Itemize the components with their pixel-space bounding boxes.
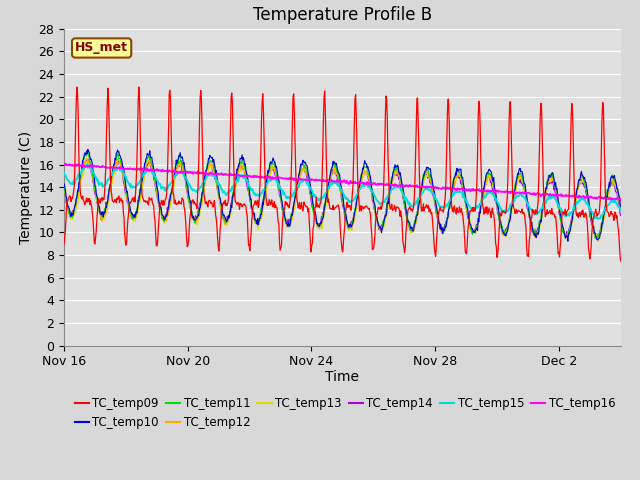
TC_temp12 bbox=[376, 226, 384, 231]
TC_temp12 bbox=[595, 239, 602, 244]
TC_temp11 bbox=[617, 205, 625, 211]
TC_temp14 bbox=[192, 213, 200, 219]
TC_temp09 bbox=[376, 206, 384, 212]
TC_temp13 bbox=[617, 204, 625, 210]
TC_temp09 bbox=[293, 196, 301, 202]
TC_temp11 bbox=[60, 186, 68, 192]
TC_temp11 bbox=[84, 149, 92, 155]
TC_temp13 bbox=[84, 157, 92, 163]
TC_temp15 bbox=[60, 170, 68, 176]
TC_temp12 bbox=[617, 206, 625, 212]
TC_temp16 bbox=[192, 170, 200, 176]
TC_temp12 bbox=[80, 162, 88, 168]
TC_temp09 bbox=[617, 258, 625, 264]
TC_temp16 bbox=[293, 177, 301, 182]
TC_temp13 bbox=[376, 228, 384, 233]
TC_temp15 bbox=[595, 216, 602, 222]
Line: TC_temp15: TC_temp15 bbox=[64, 165, 621, 219]
Line: TC_temp13: TC_temp13 bbox=[64, 160, 621, 240]
TC_temp14 bbox=[376, 226, 384, 231]
TC_temp14 bbox=[595, 234, 603, 240]
TC_temp13 bbox=[293, 192, 301, 198]
TC_temp14 bbox=[511, 191, 518, 196]
TC_temp16 bbox=[617, 197, 625, 203]
TC_temp15 bbox=[376, 201, 384, 207]
Text: HS_met: HS_met bbox=[75, 41, 128, 54]
TC_temp10 bbox=[293, 187, 301, 192]
TC_temp13 bbox=[192, 220, 200, 226]
TC_temp10 bbox=[617, 204, 625, 209]
Title: Temperature Profile B: Temperature Profile B bbox=[253, 6, 432, 24]
TC_temp15 bbox=[264, 180, 271, 186]
TC_temp12 bbox=[60, 184, 68, 190]
TC_temp09 bbox=[192, 202, 200, 208]
TC_temp10 bbox=[376, 226, 384, 231]
TC_temp14 bbox=[60, 187, 68, 193]
Line: TC_temp09: TC_temp09 bbox=[64, 87, 621, 261]
Legend: TC_temp09, TC_temp10, TC_temp11, TC_temp12, TC_temp13, TC_temp14, TC_temp15, TC_: TC_temp09, TC_temp10, TC_temp11, TC_temp… bbox=[70, 393, 620, 434]
TC_temp12 bbox=[511, 189, 518, 194]
TC_temp11 bbox=[376, 225, 384, 230]
TC_temp15 bbox=[293, 184, 301, 190]
TC_temp14 bbox=[83, 156, 90, 162]
TC_temp14 bbox=[264, 179, 271, 185]
TC_temp12 bbox=[192, 220, 200, 226]
TC_temp15 bbox=[83, 162, 91, 168]
TC_temp15 bbox=[192, 188, 200, 194]
TC_temp11 bbox=[293, 182, 301, 188]
Line: TC_temp10: TC_temp10 bbox=[64, 149, 621, 241]
TC_temp15 bbox=[617, 207, 625, 213]
TC_temp16 bbox=[60, 161, 68, 167]
TC_temp09 bbox=[80, 198, 88, 204]
TC_temp10 bbox=[80, 154, 88, 159]
Line: TC_temp14: TC_temp14 bbox=[64, 159, 621, 237]
TC_temp10 bbox=[192, 217, 200, 223]
Line: TC_temp11: TC_temp11 bbox=[64, 152, 621, 239]
TC_temp16 bbox=[264, 175, 271, 180]
TC_temp16 bbox=[376, 181, 384, 187]
TC_temp11 bbox=[192, 215, 200, 221]
TC_temp13 bbox=[563, 237, 571, 243]
TC_temp09 bbox=[60, 241, 68, 247]
TC_temp10 bbox=[60, 181, 68, 187]
TC_temp09 bbox=[511, 207, 518, 213]
TC_temp10 bbox=[84, 146, 92, 152]
X-axis label: Time: Time bbox=[325, 370, 360, 384]
TC_temp16 bbox=[62, 161, 70, 167]
TC_temp11 bbox=[80, 156, 88, 162]
Line: TC_temp16: TC_temp16 bbox=[64, 164, 621, 200]
TC_temp14 bbox=[293, 183, 301, 189]
TC_temp14 bbox=[80, 159, 88, 165]
TC_temp13 bbox=[511, 193, 518, 199]
TC_temp10 bbox=[511, 188, 518, 194]
TC_temp10 bbox=[264, 173, 271, 179]
TC_temp09 bbox=[264, 203, 271, 208]
TC_temp16 bbox=[511, 189, 518, 195]
TC_temp10 bbox=[564, 238, 572, 244]
TC_temp13 bbox=[60, 185, 68, 191]
Y-axis label: Temperature (C): Temperature (C) bbox=[19, 131, 33, 244]
TC_temp12 bbox=[293, 183, 301, 189]
TC_temp16 bbox=[81, 163, 88, 169]
TC_temp11 bbox=[511, 189, 518, 195]
TC_temp14 bbox=[617, 213, 625, 218]
TC_temp11 bbox=[593, 236, 600, 242]
TC_temp13 bbox=[80, 168, 88, 174]
TC_temp09 bbox=[135, 84, 143, 90]
TC_temp11 bbox=[264, 174, 271, 180]
TC_temp15 bbox=[511, 198, 518, 204]
Line: TC_temp12: TC_temp12 bbox=[64, 158, 621, 241]
TC_temp12 bbox=[83, 156, 90, 161]
TC_temp12 bbox=[264, 178, 271, 183]
TC_temp15 bbox=[80, 165, 88, 171]
TC_temp13 bbox=[264, 184, 271, 190]
